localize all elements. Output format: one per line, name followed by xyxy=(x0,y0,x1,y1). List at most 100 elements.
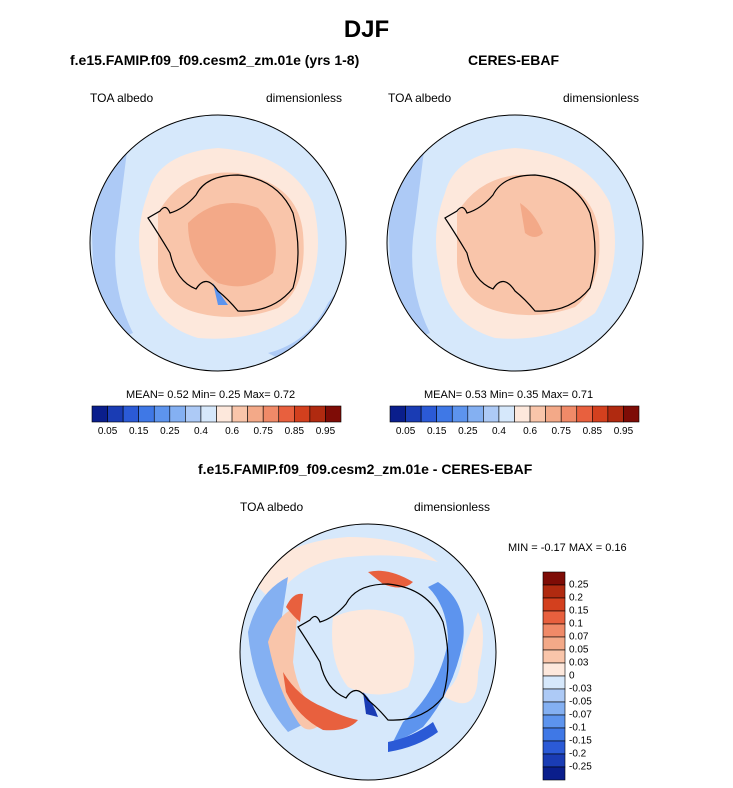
panel1-colorbar-tick-label: 0.85 xyxy=(284,426,305,437)
panel3-colorbar-swatch xyxy=(542,766,566,781)
panel1-colorbar-swatch xyxy=(278,405,295,423)
panel2-colorbar-swatch xyxy=(545,405,562,423)
panel3-colorbar-swatch xyxy=(542,597,566,612)
panel1-variable-label: TOA albedo xyxy=(90,91,154,105)
panel3-colorbar-tick-label: 0.07 xyxy=(569,631,589,643)
panel3-colorbar-swatch xyxy=(542,701,566,716)
panel2-max-label: Max= xyxy=(541,389,569,401)
panel1-colorbar-swatch xyxy=(325,405,342,423)
panel1-colorbar-swatch xyxy=(309,405,326,423)
panel3-colorbar-swatch xyxy=(542,610,566,625)
panel3-title: f.e15.FAMIP.f09_f09.cesm2_zm.01e - CERES… xyxy=(198,461,533,477)
panel2-colorbar-tick-label: 0.05 xyxy=(395,426,416,437)
panel2-colorbar-swatch xyxy=(560,405,578,423)
panel2-antarctic-interior xyxy=(520,203,543,237)
panel3-map-border xyxy=(239,523,497,781)
panel2-colorbar-swatch xyxy=(420,405,437,423)
panel1-colorbar-tick-label: 0.95 xyxy=(315,426,336,437)
panel1-colorbar-swatch xyxy=(294,405,311,423)
panel2-colorbar-swatch xyxy=(576,405,593,423)
panel1-colorbar-tick-label: 0.25 xyxy=(160,426,180,437)
panel2-colorbar-tick-label: 0.4 xyxy=(491,426,506,437)
panel3-coastline xyxy=(297,583,449,721)
panel3-colorbar-swatch xyxy=(542,584,566,599)
panel2-min-value: 0.35 xyxy=(516,389,539,401)
panel2-colorbar-swatch xyxy=(389,405,406,423)
panel1-map xyxy=(89,114,347,372)
panel3-colorbar-tick-label: -0.25 xyxy=(569,761,592,773)
panel2-colorbar-ticks: 0.05 0.15 0.25 0.4 0.6 0.75 0.85 0.95 xyxy=(390,426,639,440)
panel2-title: CERES-EBAF xyxy=(468,52,560,68)
panel2-max-value: 0.71 xyxy=(571,389,594,401)
panel3-colorbar-swatch xyxy=(542,571,566,586)
panel2-colorbar-swatch xyxy=(436,405,453,423)
panel3-colorbar-tick-label: -0.1 xyxy=(569,722,587,734)
panel3-colorbar-tick-label: -0.05 xyxy=(569,696,592,708)
panel2-colorbar-swatch xyxy=(529,405,546,423)
panel3-south-negative-patch xyxy=(388,722,438,752)
panel1-colorbar-swatch xyxy=(153,405,171,423)
panel3-colorbar-tick-label: -0.15 xyxy=(569,735,592,747)
panel3-colorbar-swatch xyxy=(542,623,566,638)
panel1-colorbar-swatch xyxy=(122,405,139,423)
panel1-max-value: 0.72 xyxy=(273,389,296,401)
panel2-colorbar-swatch xyxy=(451,405,469,423)
panel2-ocean-low-band xyxy=(389,143,430,343)
panel3-east-warm-patch xyxy=(438,612,483,704)
panel1-colorbar-ticks: 0.05 0.15 0.25 0.4 0.6 0.75 0.85 0.95 xyxy=(92,426,341,440)
panel2-colorbar-swatch xyxy=(514,405,531,423)
panel2-colorbar-tick-label: 0.15 xyxy=(426,426,447,437)
panel2-colorbar-swatch xyxy=(498,405,515,423)
panel3-minmax: MIN = -0.17 MAX = 0.16 xyxy=(508,542,627,554)
panel2-colorbar xyxy=(389,405,640,423)
panel1-colorbar-swatch xyxy=(107,405,124,423)
panel3-weddell-positive-patch xyxy=(283,672,358,731)
panel1-max-label: Max= xyxy=(243,389,271,401)
panel3-colorbar-swatch xyxy=(542,727,566,742)
panel3-map xyxy=(239,523,497,781)
panel1-title: f.e15.FAMIP.f09_f09.cesm2_zm.01e (yrs 1-… xyxy=(70,52,360,68)
panel1-colorbar-tick-label: 0.75 xyxy=(253,426,273,437)
panel1-min-label: Min= xyxy=(191,389,216,401)
panel1-colorbar-swatch xyxy=(138,405,155,423)
panel1-colorbar-tick-label: 0.6 xyxy=(225,426,240,437)
panel3-colorbar-tick-label: -0.07 xyxy=(569,709,592,721)
panel3-colorbar-swatch xyxy=(542,662,566,677)
panel3-colorbar-swatch xyxy=(542,688,566,703)
panel3-units-label: dimensionless xyxy=(414,500,491,514)
panel2-mean-label: MEAN= xyxy=(424,389,463,401)
panel3-colorbar-tick-label: -0.2 xyxy=(569,748,587,760)
panel2-colorbar-swatch xyxy=(405,405,422,423)
panel2-map-border xyxy=(386,114,644,372)
panel3-north-warm-patch xyxy=(253,537,438,602)
panel1-units-label: dimensionless xyxy=(266,91,343,105)
panel3-colorbar-tick-label: 0.15 xyxy=(569,605,589,617)
panel2-colorbar-tick-label: 0.95 xyxy=(613,426,634,437)
panel3-colorbar-tick-label: 0.2 xyxy=(569,592,583,604)
panel3-colorbar-tick-label: 0.05 xyxy=(569,644,589,656)
panel1-ocean-low-band xyxy=(92,143,133,343)
panel1-coastline xyxy=(147,174,299,312)
panel2-map xyxy=(386,114,644,372)
panel3-colorbar xyxy=(542,571,566,781)
panel3-peninsula-positive-patch xyxy=(286,593,303,622)
panel3-colorbar-swatch xyxy=(542,649,566,664)
panel1-colorbar-swatch xyxy=(247,405,264,423)
panel3-coastal-positive-patch xyxy=(368,570,413,588)
panel2-colorbar-tick-label: 0.75 xyxy=(551,426,571,437)
figure-title: DJF xyxy=(343,16,390,43)
panel3-peninsula-warm-band xyxy=(268,607,323,730)
panel2-variable-label: TOA albedo xyxy=(388,91,452,105)
panel3-colorbar-tick-label: 0.25 xyxy=(569,579,589,591)
panel2-colorbar-swatch xyxy=(467,405,484,423)
panel1-colorbar-swatch xyxy=(262,405,280,423)
panel2-coastline xyxy=(444,174,596,312)
panel1-antarctic-interior xyxy=(188,203,276,287)
panel2-units-label: dimensionless xyxy=(563,91,640,105)
panel1-colorbar-swatch xyxy=(231,405,248,423)
panel3-colorbar-swatch xyxy=(542,714,566,729)
panel1-colorbar-swatch xyxy=(216,405,233,423)
panel3-colorbar-swatch xyxy=(542,636,566,651)
panel2-colorbar-swatch xyxy=(592,405,609,423)
panel1-colorbar-swatch xyxy=(185,405,202,423)
